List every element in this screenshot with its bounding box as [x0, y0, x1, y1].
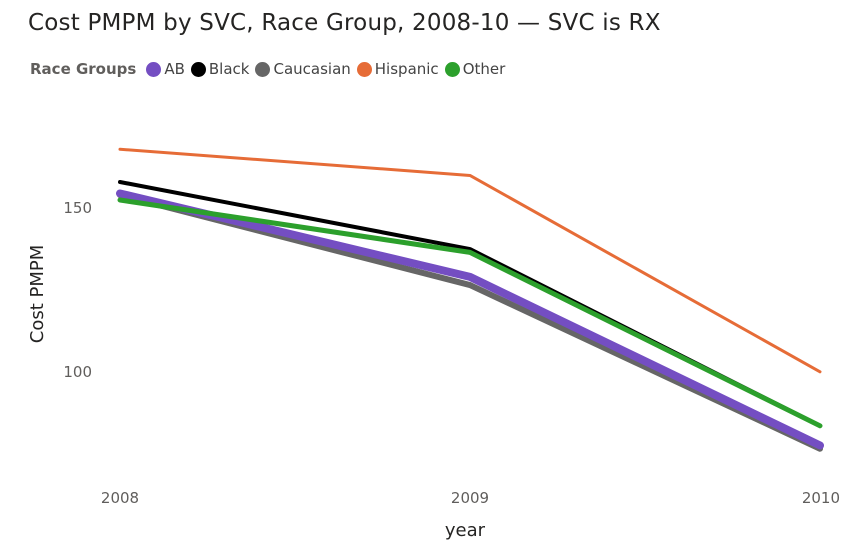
legend-label: AB	[164, 60, 185, 78]
legend-label: Caucasian	[273, 60, 351, 78]
y-axis-title: Cost PMPM	[27, 245, 48, 344]
legend-marker	[444, 61, 460, 77]
x-tick-label: 2008	[101, 489, 139, 507]
legend: Race Groups AB Black Caucasian Hispanic Othe…	[30, 60, 511, 78]
legend-item-hispanic[interactable]: Hispanic	[356, 60, 439, 78]
legend-label: Black	[208, 60, 250, 78]
y-tick-label: 150	[63, 199, 92, 217]
legend-marker	[255, 61, 271, 77]
legend-marker	[146, 61, 162, 77]
x-tick-label: 2009	[451, 489, 489, 507]
series-line-hispanic[interactable]	[118, 147, 822, 374]
legend-title: Race Groups	[30, 60, 137, 78]
legend-label: Hispanic	[374, 60, 439, 78]
series-line-ab[interactable]	[116, 189, 824, 450]
legend-item-caucasian[interactable]: Caucasian	[255, 60, 351, 78]
chart-title: Cost PMPM by SVC, Race Group, 2008-10 — …	[28, 10, 661, 36]
y-tick-label: 100	[63, 363, 92, 381]
legend-label: Other	[462, 60, 506, 78]
legend-marker	[190, 61, 206, 77]
x-tick-label: 2010	[802, 489, 840, 507]
series-line-other[interactable]	[117, 197, 823, 429]
legend-item-black[interactable]: Black	[190, 60, 250, 78]
x-axis-title: year	[445, 520, 486, 541]
series-line-caucasian[interactable]	[117, 192, 823, 452]
legend-item-ab[interactable]: AB	[146, 60, 185, 78]
legend-item-other[interactable]: Other	[444, 60, 506, 78]
legend-marker	[356, 61, 372, 77]
